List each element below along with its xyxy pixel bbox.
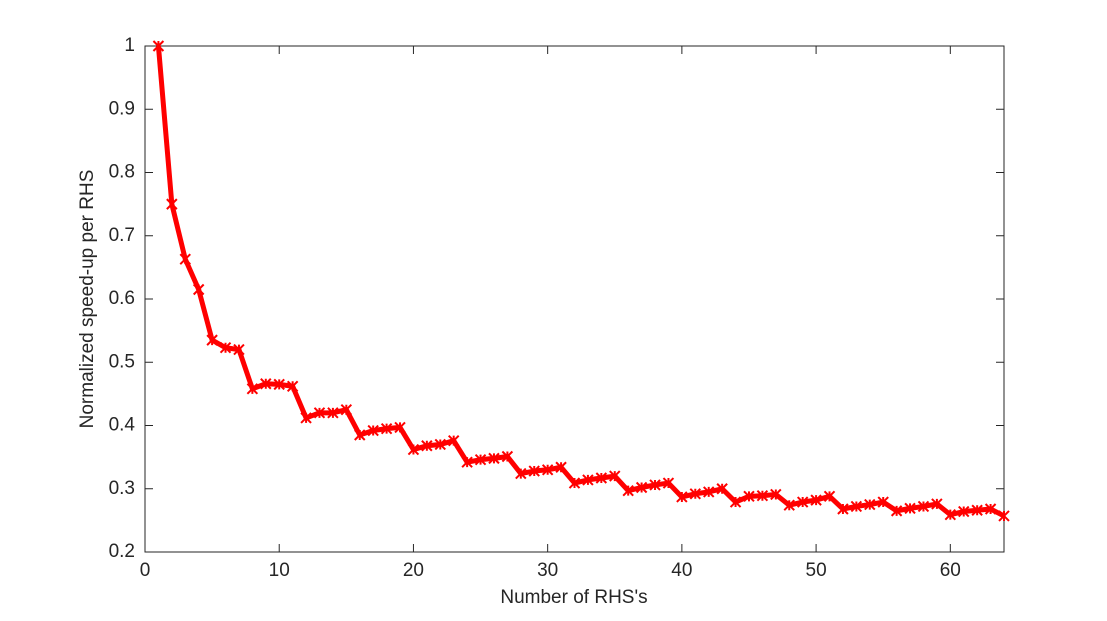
- data-marker: [541, 464, 554, 476]
- data-marker: [179, 253, 191, 265]
- y-tick-label: 0.8: [109, 162, 135, 183]
- data-marker: [756, 489, 769, 502]
- data-marker: [192, 283, 205, 296]
- data-marker: [528, 465, 540, 477]
- data-marker: [219, 341, 232, 354]
- data-marker: [783, 499, 795, 511]
- x-tick-label: 10: [269, 560, 290, 581]
- y-tick-label: 0.6: [109, 288, 135, 309]
- data-marker: [944, 508, 957, 521]
- data-marker: [890, 505, 903, 517]
- y-tick-label: 0.5: [109, 351, 135, 372]
- data-marker: [877, 496, 889, 508]
- data-marker: [770, 488, 782, 501]
- y-axis-label: Normalized speed-up per RHS: [77, 170, 98, 429]
- data-marker: [407, 443, 420, 456]
- data-marker: [515, 467, 527, 480]
- data-marker: [823, 490, 836, 503]
- data-marker: [676, 491, 688, 503]
- data-marker: [501, 450, 514, 463]
- data-marker: [743, 490, 755, 503]
- data-marker: [662, 477, 675, 489]
- data-marker: [273, 378, 285, 391]
- data-marker: [837, 503, 849, 515]
- data-marker: [246, 383, 259, 395]
- data-marker: [850, 500, 863, 513]
- data-marker: [689, 488, 702, 500]
- data-marker: [971, 504, 983, 516]
- x-tick-label: 20: [403, 560, 424, 581]
- data-line: [155, 45, 1006, 519]
- x-tick-label: 60: [940, 560, 961, 581]
- data-marker: [340, 403, 353, 416]
- x-tick-label: 50: [806, 560, 827, 581]
- data-marker: [367, 424, 379, 437]
- y-tick-label: 0.3: [109, 478, 135, 499]
- data-marker: [998, 510, 1010, 522]
- data-marker: [206, 334, 218, 346]
- data-marker: [622, 484, 634, 497]
- data-marker: [649, 479, 661, 491]
- data-marker: [421, 440, 433, 452]
- y-tick-label: 0.4: [109, 415, 136, 436]
- plot-frame: [144, 45, 1005, 553]
- data-marker: [354, 429, 366, 441]
- data-marker: [447, 434, 460, 447]
- data-marker: [958, 505, 970, 518]
- data-marker: [474, 453, 487, 466]
- data-marker: [917, 500, 930, 513]
- data-marker: [810, 494, 822, 506]
- data-marker: [796, 496, 809, 508]
- data-marker: [716, 483, 728, 495]
- data-marker: [555, 461, 567, 473]
- data-marker: [233, 343, 245, 356]
- y-tick-label: 0.2: [109, 541, 135, 562]
- data-marker: [703, 486, 715, 498]
- data-marker: [488, 452, 500, 465]
- data-marker: [313, 407, 326, 419]
- x-tick-label: 40: [671, 560, 692, 581]
- data-marker: [260, 378, 272, 390]
- data-marker: [327, 407, 339, 419]
- x-axis-label: Number of RHS's: [500, 587, 647, 608]
- y-tick-label: 1: [124, 35, 135, 56]
- data-marker: [166, 198, 178, 210]
- data-marker: [931, 498, 943, 510]
- data-marker: [729, 496, 742, 508]
- data-marker: [380, 422, 393, 435]
- y-tick-label: 0.7: [109, 225, 135, 246]
- data-marker: [568, 477, 581, 489]
- data-marker: [904, 502, 916, 515]
- data-marker: [864, 498, 876, 511]
- x-tick-label: 30: [537, 560, 558, 581]
- data-marker: [461, 456, 473, 468]
- data-marker: [609, 470, 621, 482]
- y-tick-label: 0.9: [109, 98, 135, 119]
- data-marker: [152, 40, 165, 52]
- data-marker: [394, 421, 406, 434]
- data-marker: [434, 438, 446, 451]
- x-tick-label: 0: [140, 560, 151, 581]
- data-marker: [300, 412, 312, 424]
- data-marker: [984, 503, 997, 515]
- data-marker: [582, 474, 594, 486]
- data-marker: [595, 472, 608, 484]
- data-marker: [286, 380, 299, 392]
- data-marker: [635, 481, 648, 494]
